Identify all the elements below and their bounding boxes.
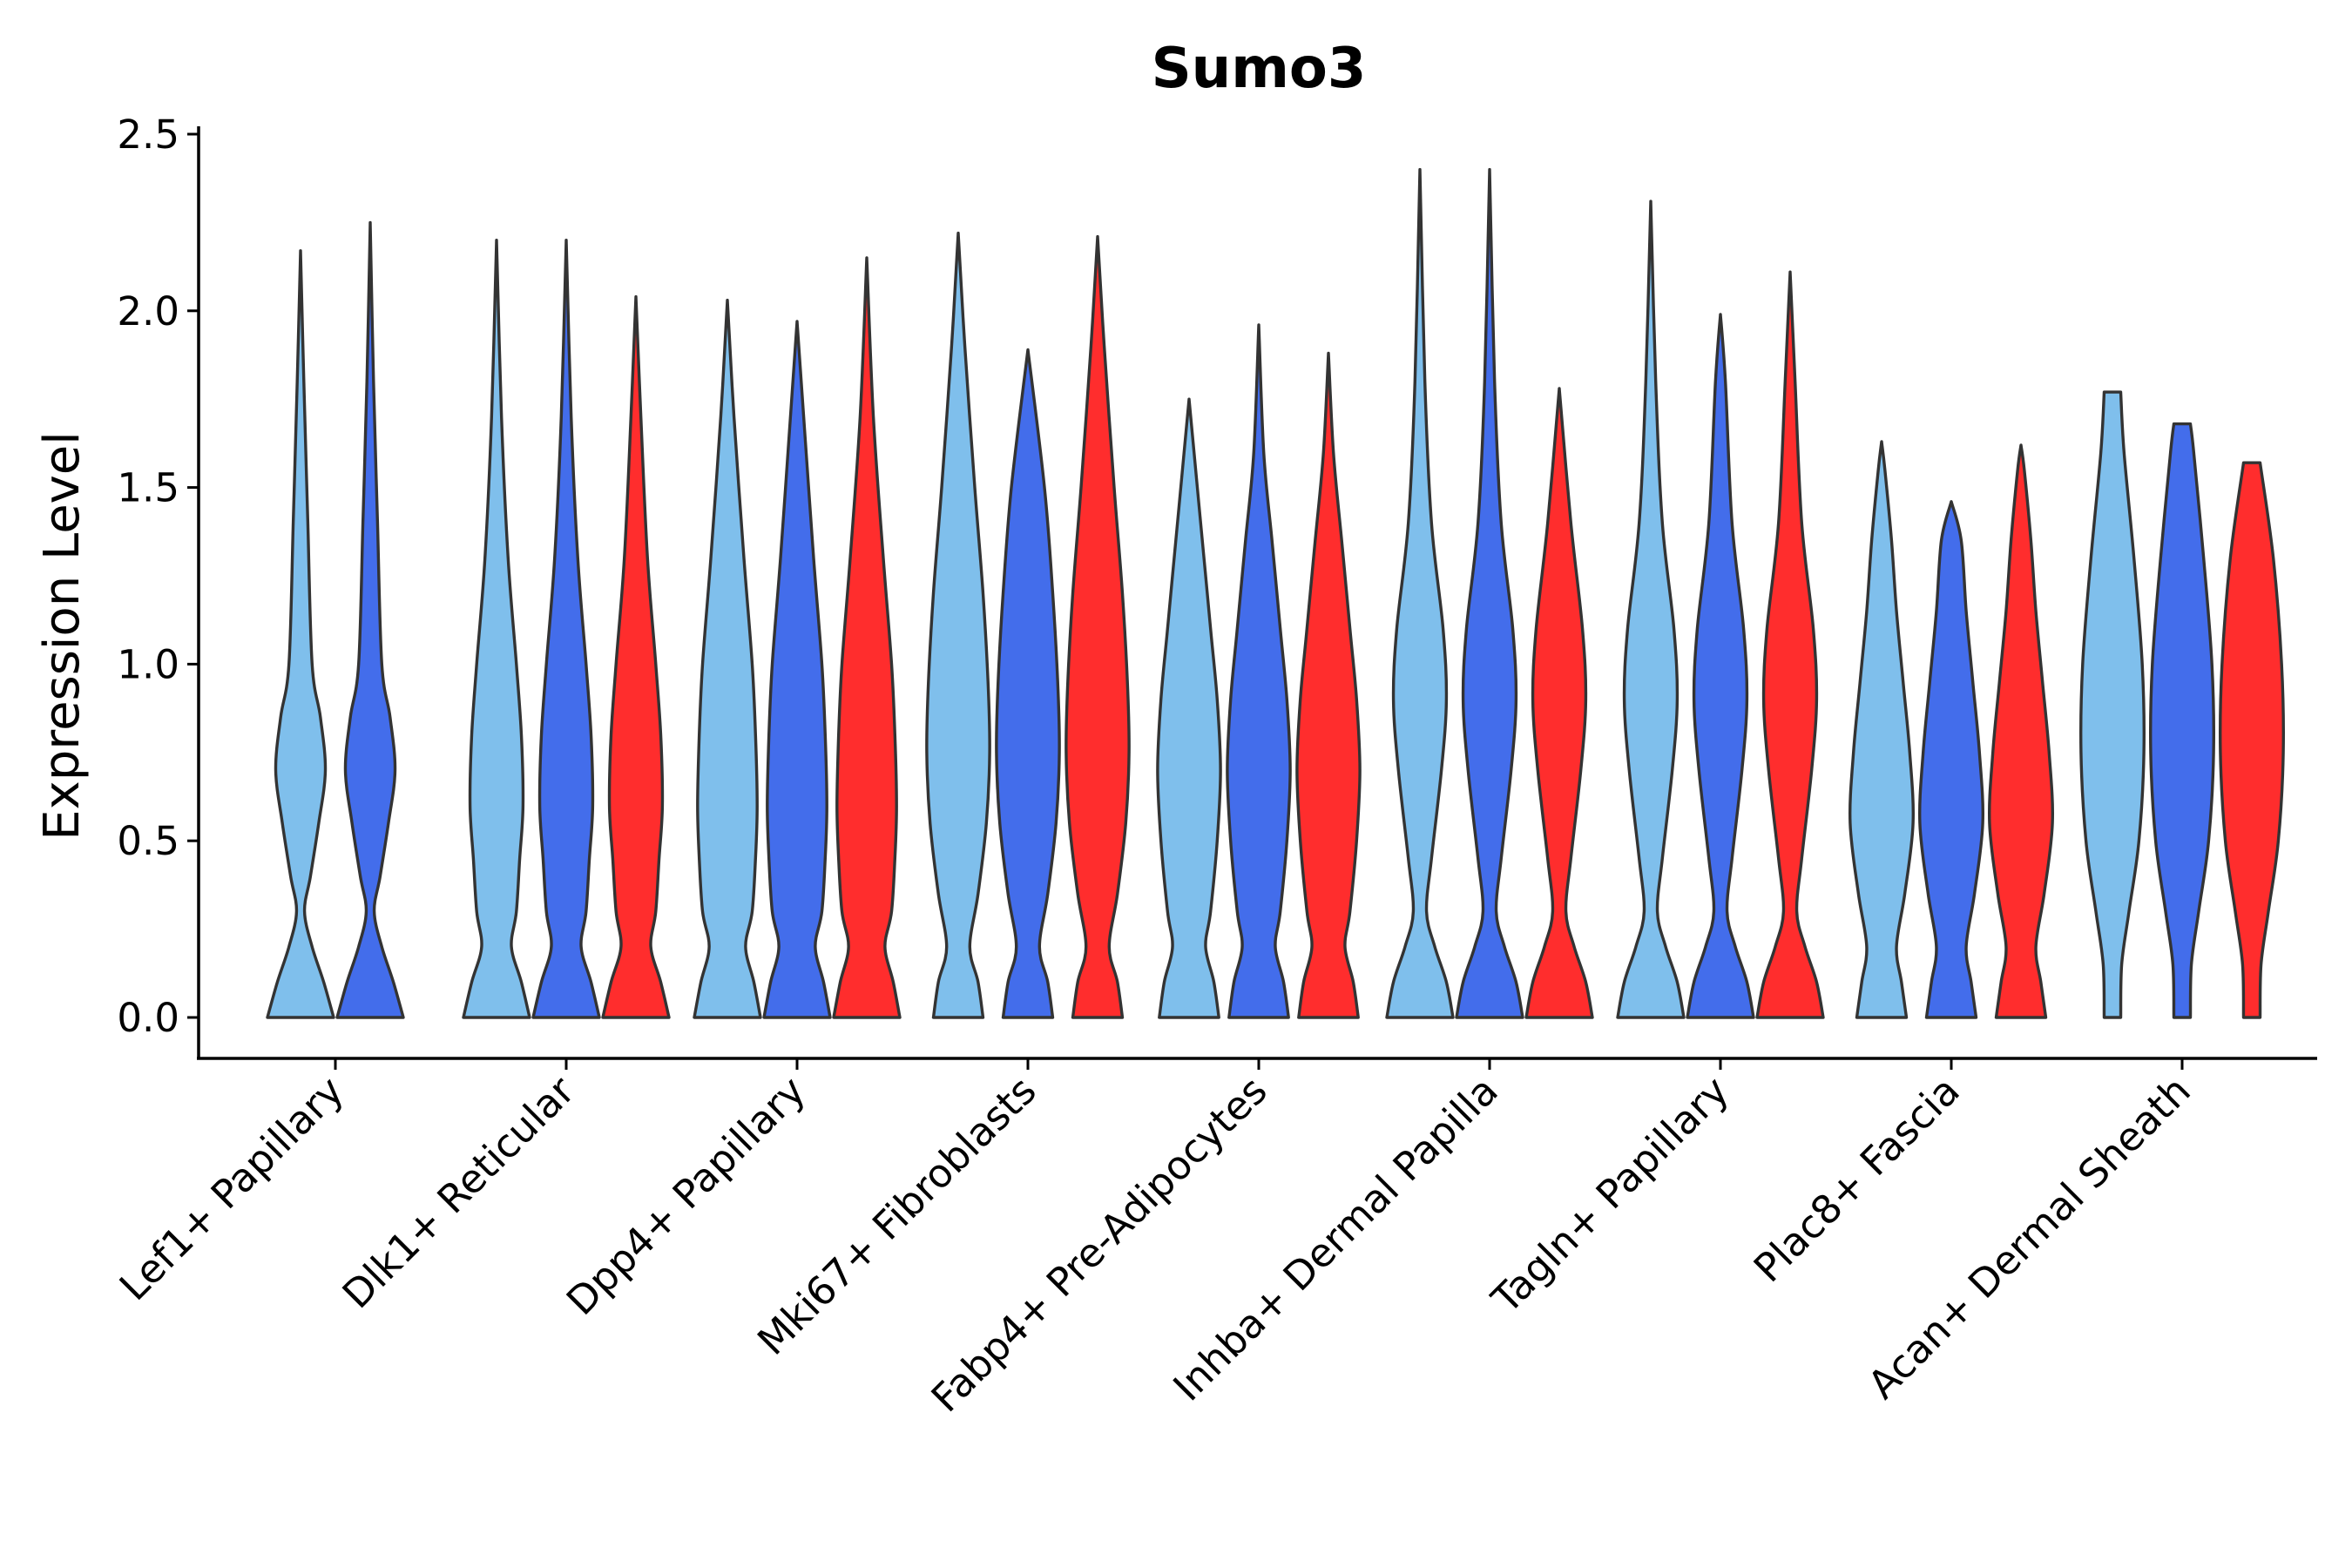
y-tick-label: 2.5 (117, 112, 179, 158)
violin-condition_3 (1524, 387, 1594, 1019)
y-axis-label: Expression Level (34, 431, 91, 841)
chart-title: Sumo3 (1152, 37, 1367, 101)
violin-condition_3 (1295, 351, 1362, 1019)
x-tick-label: Tagln+ Papillary (1483, 1067, 1738, 1322)
x-tick-label: Dlk1+ Reticular (334, 1067, 584, 1317)
y-ticks: 0.0 0.5 1.0 1.5 2.0 2.5 (117, 112, 199, 1041)
violin-condition_2 (335, 220, 405, 1019)
violin-condition_2 (1226, 323, 1292, 1019)
violin-condition_1 (462, 239, 531, 1019)
violin-condition_1 (2078, 390, 2146, 1019)
violin-condition_1 (693, 298, 762, 1019)
violin-condition_1 (1156, 397, 1222, 1019)
y-tick-label: 1.0 (117, 641, 179, 687)
x-tick-label: Lef1+ Papillary (111, 1067, 353, 1309)
violin-condition_3 (601, 294, 671, 1019)
x-tick-label: Plac8+ Fascia (1745, 1067, 1969, 1291)
violin-condition_3 (1755, 270, 1825, 1019)
violin-condition_2 (531, 239, 601, 1019)
y-tick-label: 1.5 (117, 465, 179, 511)
violin-condition_2 (762, 320, 832, 1019)
y-tick-label: 0.5 (117, 818, 179, 864)
y-tick-label: 0.0 (117, 995, 179, 1041)
violin-condition_2 (1455, 167, 1524, 1019)
violin-condition_1 (266, 249, 335, 1019)
violin-condition_3 (1064, 234, 1131, 1019)
violin-condition_3 (832, 256, 902, 1019)
violin-group (266, 167, 2286, 1019)
violin-condition_2 (995, 348, 1061, 1019)
violin-condition_2 (2148, 422, 2216, 1019)
y-tick-label: 2.0 (117, 288, 179, 335)
violin-condition_1 (925, 231, 991, 1019)
violin-condition_1 (1616, 199, 1686, 1019)
violin-condition_1 (1385, 167, 1455, 1019)
violin-condition_2 (1918, 500, 1984, 1019)
x-tick-label: Dpp4+ Papillary (558, 1067, 814, 1324)
violin-condition_1 (1848, 440, 1915, 1019)
violin-condition_3 (2218, 461, 2286, 1019)
violin-condition_3 (1988, 443, 2054, 1019)
violin-condition_2 (1686, 313, 1755, 1019)
